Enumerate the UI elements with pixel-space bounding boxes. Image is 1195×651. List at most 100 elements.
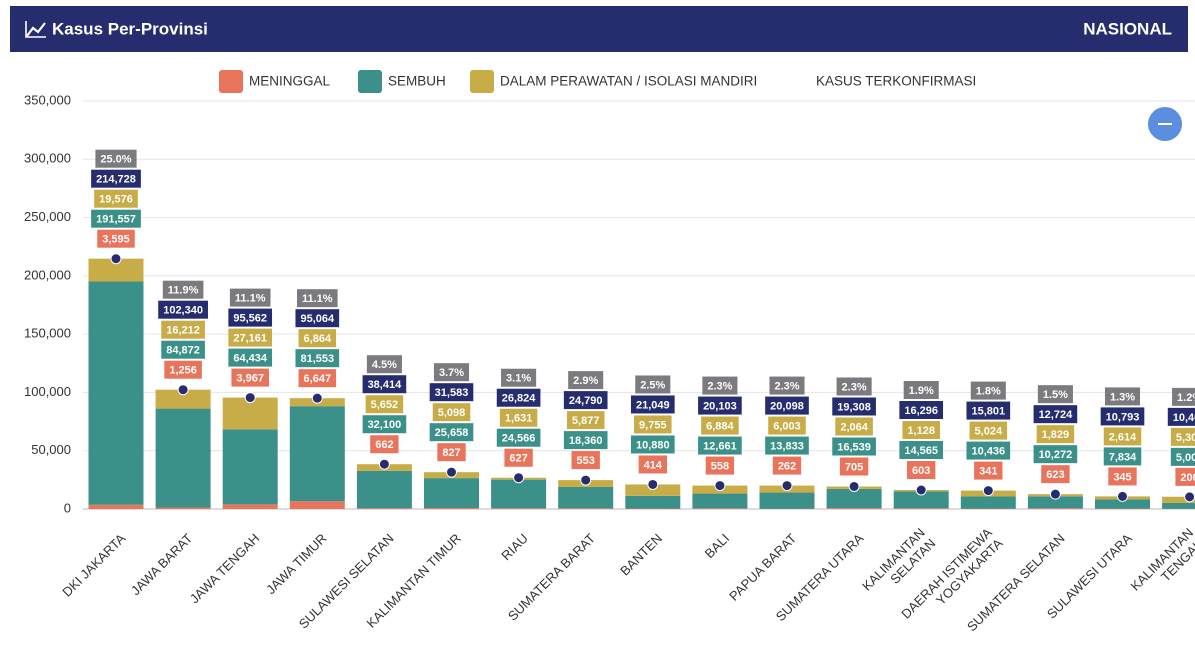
data-label-box xyxy=(701,416,739,435)
data-label-box xyxy=(835,417,873,436)
data-label-box xyxy=(571,451,600,470)
total-label-text: 20,098 xyxy=(770,400,804,412)
percent-label-text: 3.7% xyxy=(439,367,464,379)
percent-label: 1.2% xyxy=(1172,387,1195,406)
data-label: 1,631 xyxy=(499,408,538,427)
data-label-text: 32,100 xyxy=(368,419,402,431)
legend-item[interactable]: KASUS TERKONFIRMASI xyxy=(816,74,976,89)
percent-label: 2.3% xyxy=(836,377,872,396)
bar-segment xyxy=(692,493,748,509)
total-label-box xyxy=(630,395,675,414)
data-label-box xyxy=(1170,447,1195,466)
percent-label-text: 2.3% xyxy=(842,381,867,393)
data-label-text: 10,272 xyxy=(1039,449,1073,461)
data-label: 262 xyxy=(772,456,802,475)
percent-label: 11.1% xyxy=(229,288,271,307)
bar-segment xyxy=(88,281,144,505)
bar-segment xyxy=(826,508,882,509)
data-label: 6,884 xyxy=(701,416,739,435)
data-label-box xyxy=(634,415,672,434)
y-tick-label: 150,000 xyxy=(24,326,71,341)
data-label-box xyxy=(705,456,735,475)
data-label-box xyxy=(630,435,675,454)
data-label: 16,539 xyxy=(832,437,876,456)
bar-segment xyxy=(155,507,211,509)
bar-segment xyxy=(1162,496,1195,503)
data-label: 827 xyxy=(437,443,466,462)
y-tick-label: 200,000 xyxy=(24,267,71,282)
data-label: 558 xyxy=(705,456,735,475)
bar-segment xyxy=(424,508,479,509)
data-label-box xyxy=(164,360,202,379)
legend-item[interactable]: MENINGGAL xyxy=(219,70,331,93)
data-label: 6,003 xyxy=(768,416,806,435)
data-label-text: 2,064 xyxy=(840,421,868,433)
data-label-text: 6,003 xyxy=(773,420,801,432)
data-label: 414 xyxy=(638,455,667,474)
data-label-box xyxy=(566,411,605,430)
percent-label-text: 1.5% xyxy=(1043,389,1068,401)
data-label: 623 xyxy=(1041,465,1070,484)
data-label-text: 1,631 xyxy=(505,413,533,425)
total-label-text: 12,724 xyxy=(1039,409,1074,421)
percent-label-text: 2.9% xyxy=(573,375,598,387)
legend-item[interactable]: DALAM PERAWATAN / ISOLASI MANDIRI xyxy=(470,70,757,93)
bar-segment xyxy=(759,492,815,509)
total-label-box xyxy=(158,300,208,319)
total-label: 95,064 xyxy=(295,309,340,328)
percent-label: 25.0% xyxy=(95,149,137,168)
data-label-box xyxy=(499,408,538,427)
data-label-box xyxy=(228,348,273,367)
data-label: 1,829 xyxy=(1036,425,1075,444)
data-label: 10,880 xyxy=(630,435,675,454)
total-label: 26,824 xyxy=(496,388,541,407)
bar-segment xyxy=(424,478,479,509)
data-label-text: 25,658 xyxy=(435,427,469,439)
collapse-button[interactable] xyxy=(1148,107,1182,141)
total-dot xyxy=(1117,490,1128,502)
data-label: 3,595 xyxy=(97,229,135,248)
percent-label-box xyxy=(903,381,939,400)
percent-label: 1.5% xyxy=(1037,385,1073,404)
data-label: 25,658 xyxy=(429,423,474,442)
total-label: 20,103 xyxy=(698,396,742,415)
data-label: 5,024 xyxy=(969,421,1008,440)
total-label: 31,583 xyxy=(429,383,474,402)
total-label: 19,308 xyxy=(832,397,876,416)
data-label-text: 18,360 xyxy=(569,435,603,447)
data-label-text: 5,652 xyxy=(371,399,399,411)
total-label-text: 214,728 xyxy=(96,174,136,186)
data-label-text: 627 xyxy=(509,453,527,465)
data-label-box xyxy=(228,328,273,347)
total-label-text: 16,296 xyxy=(904,405,938,417)
total-dot xyxy=(177,384,189,396)
data-label: 200 xyxy=(1175,467,1195,486)
total-label-text: 38,414 xyxy=(368,379,403,391)
data-label-text: 341 xyxy=(979,465,997,477)
percent-label: 2.5% xyxy=(635,375,671,394)
percent-label-text: 11.9% xyxy=(168,285,199,297)
data-label-box xyxy=(1108,467,1137,486)
data-label-box xyxy=(97,229,135,248)
total-dot xyxy=(915,484,927,496)
header-scope[interactable]: NASIONAL xyxy=(1083,19,1172,38)
data-label-box xyxy=(94,189,138,208)
percent-label-text: 1.3% xyxy=(1110,391,1135,403)
bar-segment xyxy=(625,495,681,509)
total-label-box xyxy=(1100,407,1145,426)
legend-swatch xyxy=(470,70,494,93)
legend-item[interactable]: SEMBUH xyxy=(358,70,446,93)
percent-label-text: 2.3% xyxy=(707,380,732,392)
data-label: 6,647 xyxy=(298,369,337,388)
percent-label-box xyxy=(836,377,872,396)
total-label: 10,400 xyxy=(1167,407,1195,426)
total-label-box xyxy=(698,396,742,415)
total-label-box xyxy=(429,383,474,402)
total-label: 16,296 xyxy=(899,401,944,420)
bar-segment xyxy=(558,486,614,509)
bar-segment xyxy=(289,406,345,502)
y-tick-label: 50,000 xyxy=(31,442,71,457)
total-label-text: 24,790 xyxy=(569,395,603,407)
data-label-text: 662 xyxy=(375,439,393,451)
data-label-box xyxy=(365,395,404,414)
